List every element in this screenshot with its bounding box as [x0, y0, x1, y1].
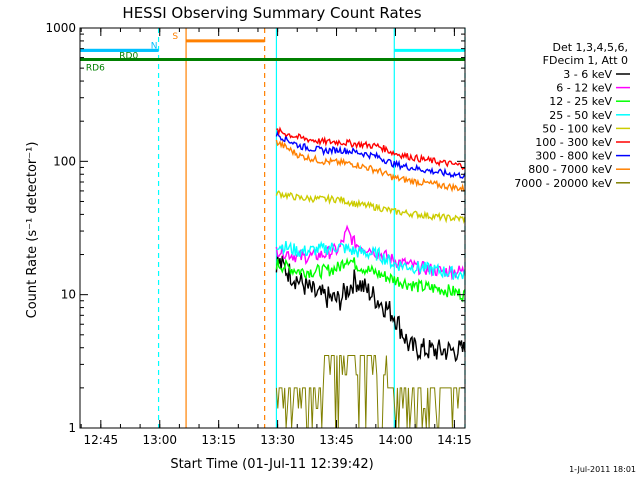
flag-label-rd6: RD6: [86, 64, 105, 74]
series-line-8: [275, 355, 465, 429]
legend-entry-label: 6 - 12 keV: [556, 82, 612, 95]
series-line-0: [275, 255, 466, 363]
legend-entry-label: 100 - 300 keV: [535, 136, 612, 149]
chart-title: HESSI Observing Summary Count Rates: [122, 4, 421, 22]
series-line-3: [276, 240, 466, 281]
legend-entry-label: 300 - 800 keV: [535, 150, 612, 163]
y-tick-label: 1: [68, 421, 76, 435]
legend-entry-label: 3 - 6 keV: [563, 68, 612, 81]
legend-entry-label: 800 - 7000 keV: [528, 163, 612, 176]
y-axis: 1 10 100 1000: [45, 21, 465, 435]
x-axis: 12:45 13:00 13:15 13:30 13:45 14:00 14:15: [80, 28, 472, 447]
x-tick-label: 14:15: [437, 433, 472, 447]
plot-frame: [79, 27, 466, 429]
y-tick-label: 10: [61, 288, 76, 302]
x-tick-label: 13:45: [319, 433, 354, 447]
y-tick-label: 100: [53, 154, 76, 168]
legend-entry-label: 7000 - 20000 keV: [514, 177, 612, 190]
series-line-2: [275, 257, 466, 303]
y-axis-label: Count Rate (s⁻¹ detector⁻¹): [25, 142, 40, 319]
x-tick-label: 13:15: [201, 433, 236, 447]
x-tick-label: 13:00: [142, 433, 177, 447]
legend-entry-label: 25 - 50 keV: [549, 109, 612, 122]
x-axis-label: Start Time (01-Jul-11 12:39:42): [170, 457, 373, 472]
flag-bars: RD6 RD0 N S: [80, 32, 465, 74]
x-tick-label: 12:45: [84, 433, 119, 447]
legend-entry-label: 50 - 100 keV: [542, 122, 612, 135]
flag-label-s: S: [172, 32, 178, 42]
footer-date: 1-Jul-2011 18:01: [569, 465, 636, 474]
legend: Det 1,3,4,5,6,FDecim 1, Att 03 - 6 keV6 …: [514, 41, 630, 190]
x-tick-label: 14:00: [378, 433, 413, 447]
series-group: [275, 126, 466, 429]
legend-header-line: Det 1,3,4,5,6,: [552, 41, 628, 54]
legend-header-line: FDecim 1, Att 0: [543, 54, 628, 67]
series-line-6: [275, 129, 466, 179]
legend-entry-label: 12 - 25 keV: [549, 95, 612, 108]
flag-label-rd0: RD0: [119, 52, 138, 62]
series-line-5: [276, 126, 466, 171]
x-tick-label: 13:30: [260, 433, 295, 447]
series-line-4: [275, 190, 466, 224]
flag-label-n: N: [151, 41, 158, 51]
series-line-7: [275, 139, 466, 193]
y-tick-label: 1000: [45, 21, 76, 35]
plot-area: RD6 RD0 N S: [79, 27, 466, 429]
